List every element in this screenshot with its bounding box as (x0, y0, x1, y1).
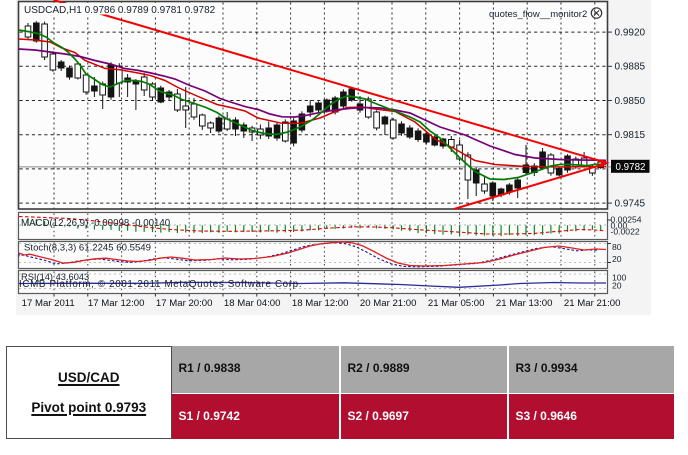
svg-text:17 Mar 2011: 17 Mar 2011 (22, 298, 75, 309)
svg-text:21 Mar 21:00: 21 Mar 21:00 (564, 298, 621, 309)
svg-text:17 Mar 12:00: 17 Mar 12:00 (88, 298, 145, 309)
svg-text:USDCAD,H1 0.9786 0.9789 0.978: USDCAD,H1 0.9786 0.9789 0.9781 0.9782 (24, 5, 216, 16)
svg-text:0.9815: 0.9815 (615, 130, 646, 141)
svg-text:0.00: 0.00 (611, 221, 628, 231)
svg-text:0.9782: 0.9782 (616, 162, 646, 173)
svg-text:100: 100 (612, 273, 627, 283)
svg-text:0.9885: 0.9885 (615, 62, 646, 73)
svg-text:17 Mar 20:00: 17 Mar 20:00 (156, 298, 213, 309)
svg-text:0.00254: 0.00254 (611, 215, 642, 225)
svg-text:20: 20 (612, 254, 622, 264)
svg-text:quotes_flow__monitor2: quotes_flow__monitor2 (489, 9, 587, 20)
svg-text:0.9920: 0.9920 (615, 28, 646, 39)
svg-text:0.9850: 0.9850 (615, 96, 646, 107)
svg-text:RSI(14) 43.6043: RSI(14) 43.6043 (21, 272, 89, 282)
svg-text:80: 80 (612, 242, 622, 252)
svg-text:0.9745: 0.9745 (615, 199, 646, 210)
svg-text:MACD(12,26,9) -0.00098 -0.0014: MACD(12,26,9) -0.00098 -0.00140 (21, 218, 171, 229)
svg-text:20 Mar 21:00: 20 Mar 21:00 (360, 298, 417, 309)
svg-text:18 Mar 12:00: 18 Mar 12:00 (292, 298, 349, 309)
svg-text:21 Mar 05:00: 21 Mar 05:00 (428, 298, 485, 309)
svg-text:20: 20 (612, 281, 622, 291)
svg-text:21 Mar 13:00: 21 Mar 13:00 (496, 298, 553, 309)
svg-text:-0.0022: -0.0022 (611, 227, 640, 237)
svg-text:18 Mar 04:00: 18 Mar 04:00 (224, 298, 281, 309)
svg-text:ICMB Platform, © 2001-2011 Met: ICMB Platform, © 2001-2011 MetaQuotes So… (19, 279, 302, 290)
svg-text:Stoch(8,3,3) 61.2245 60.5549: Stoch(8,3,3) 61.2245 60.5549 (24, 243, 151, 254)
